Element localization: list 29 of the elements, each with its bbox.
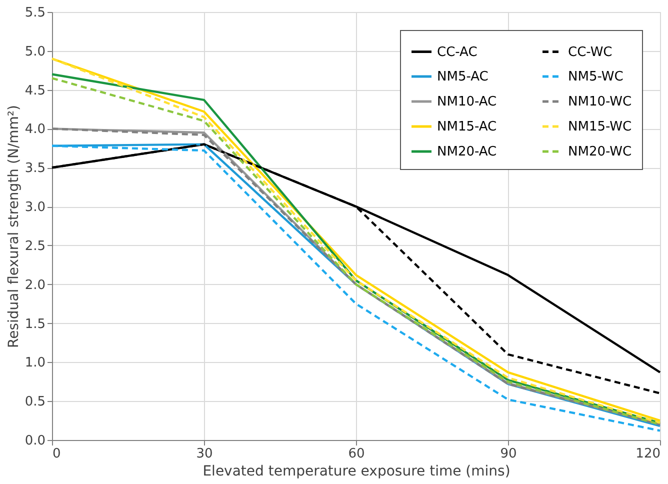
y-tick-label: 4.0 xyxy=(24,122,46,138)
y-tick-label: 2.0 xyxy=(24,278,46,293)
legend-label: NM15-AC xyxy=(437,120,497,134)
legend-label: NM10-AC xyxy=(437,94,497,110)
legend-label: NM20-WC xyxy=(568,144,632,160)
legend-label: CC-AC xyxy=(437,44,478,60)
x-axis-title: Elevated temperature exposure time (mins) xyxy=(202,464,510,480)
y-tick-label: 1.0 xyxy=(24,356,46,371)
y-axis-title: Residual flexural strength (N/mm²) xyxy=(6,104,22,348)
y-tick-label: 3.5 xyxy=(24,161,46,176)
legend-label: NM5-WC xyxy=(568,70,624,84)
legend-label: NM20-AC xyxy=(437,144,497,160)
x-tick-label: 30 xyxy=(196,446,213,462)
legend-label: NM10-WC xyxy=(568,94,632,110)
x-tick-label: 60 xyxy=(348,446,365,462)
x-tick-label: 90 xyxy=(500,446,517,462)
y-tick-label: 5.5 xyxy=(24,6,46,20)
y-tick-label: 0.0 xyxy=(24,434,46,448)
legend-label: NM5-AC xyxy=(437,70,488,84)
legend-label: NM15-WC xyxy=(568,120,632,134)
x-tick-label: 120 xyxy=(636,446,660,462)
y-tick-label: 0.5 xyxy=(24,394,46,410)
legend-label: CC-WC xyxy=(568,44,612,60)
y-tick-label: 2.5 xyxy=(24,238,46,254)
y-tick-label: 1.5 xyxy=(24,316,46,332)
y-tick-label: 5.0 xyxy=(24,44,46,60)
x-tick-label: 0 xyxy=(52,446,61,462)
y-tick-label: 3.0 xyxy=(24,200,46,216)
y-tick-label: 4.5 xyxy=(24,83,46,98)
